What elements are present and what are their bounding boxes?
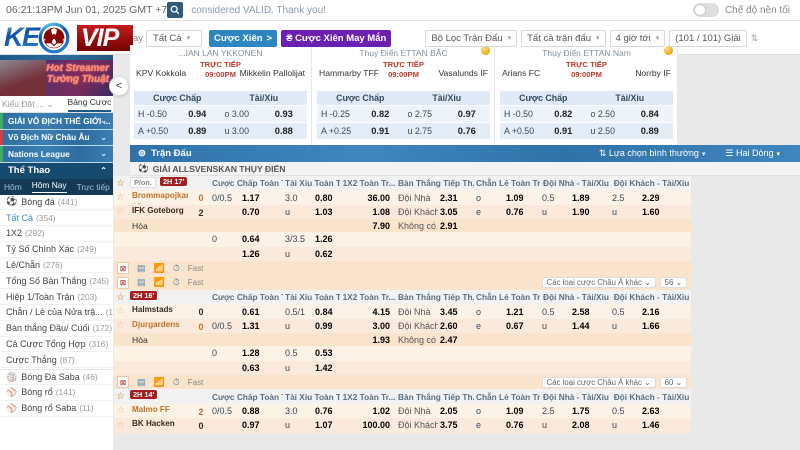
svg-text:VIP: VIP bbox=[81, 24, 120, 52]
svg-text:KE: KE bbox=[4, 22, 41, 52]
